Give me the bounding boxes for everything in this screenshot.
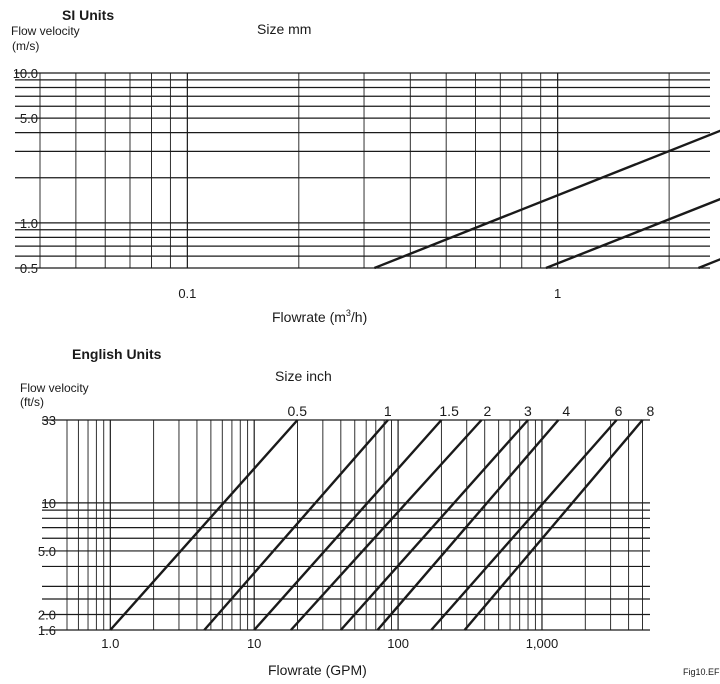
en-y-tick-label: 1.6 [38,623,56,638]
en-x-tick-labels: 1.0 10 100 1,000 [101,636,558,651]
si-series-line-40 [697,258,720,270]
si-y-axis-unit: (m/s) [12,39,39,53]
en-series-line-6 [430,419,618,631]
si-size-heading: Size mm [257,21,311,37]
en-y-tick-labels: 1.62.0 5.0 10 33 [38,413,56,638]
en-y-tick-label: 33 [42,413,56,428]
si-series-lines [373,129,720,270]
si-y-tick-labels: 0.5 1.0 5.0 10.0 [13,66,38,276]
en-y-axis-label: Flow velocity [20,381,89,395]
english-units-chart: English Units Flow velocity (ft/s) Size … [20,346,655,678]
en-series-lines [109,419,644,631]
si-x-tick-labels: 0.11101001,000 [178,286,561,301]
en-series-label-1.5: 1.5 [439,403,459,419]
en-y-tick-label: 2.0 [38,608,56,623]
en-x-tick-label: 1,000 [526,636,559,651]
en-y-tick-label: 5.0 [38,544,56,559]
en-y-tick-label: 10 [42,496,56,511]
en-series-line-8 [463,419,644,631]
en-size-heading: Size inch [275,368,332,384]
si-x-tick-label: 1 [554,286,561,301]
en-grid [42,419,650,631]
en-series-line-0.5 [109,419,299,631]
en-y-axis-unit: (ft/s) [20,395,44,409]
en-series-line-1.5 [253,419,443,631]
si-y-axis-label: Flow velocity [11,24,80,38]
si-series-line-25 [545,197,720,270]
en-series-label-0.5: 0.5 [288,403,308,419]
en-series-label-8: 8 [647,403,655,419]
en-series-label-3: 3 [524,403,532,419]
en-series-label-1: 1 [384,403,392,419]
en-series-label-6: 6 [615,403,623,419]
si-grid [15,72,710,269]
si-y-tick-label: 1.0 [20,216,38,231]
en-x-tick-label: 10 [247,636,261,651]
en-series-line-3 [339,419,529,631]
en-chart-title: English Units [72,346,162,362]
si-x-tick-label: 0.1 [178,286,196,301]
en-series-line-4 [376,419,560,631]
si-chart-title: SI Units [62,7,114,23]
si-y-tick-label: 0.5 [20,261,38,276]
en-series-labels: 0.5 1 1.5 2 3 4 6 8 [288,403,655,419]
en-series-label-2: 2 [484,403,492,419]
en-x-axis-label: Flowrate (GPM) [268,662,367,678]
si-x-axis-label: Flowrate (m3/h) [272,308,367,325]
figure-number: Fig10.EF [683,667,720,677]
si-x-axis-label-superscript: 3 [346,308,351,318]
en-series-line-1 [203,419,389,631]
si-series-line-15 [373,129,720,270]
si-y-tick-label: 10.0 [13,66,38,81]
en-series-line-2 [290,419,483,631]
si-y-tick-label: 5.0 [20,111,38,126]
si-units-chart: SI Units Flow velocity (m/s) Size mm 152… [11,7,720,325]
en-series-label-4: 4 [562,403,570,419]
en-x-tick-label: 100 [387,636,409,651]
en-x-tick-label: 1.0 [101,636,119,651]
